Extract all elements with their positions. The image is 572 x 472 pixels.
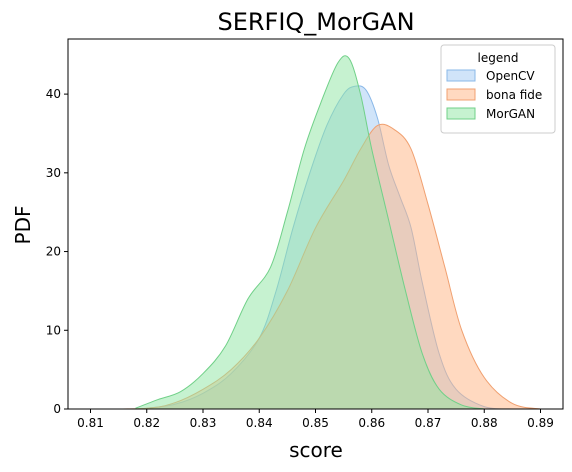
x-tick-label: 0.84 <box>246 416 273 430</box>
y-tick-label: 0 <box>53 402 61 416</box>
x-tick-label: 0.88 <box>471 416 498 430</box>
legend-swatch-bona-fide <box>446 88 476 101</box>
x-tick-label: 0.85 <box>302 416 329 430</box>
legend-swatch-morgan <box>446 107 476 120</box>
y-axis-title: PDF <box>11 206 35 245</box>
legend-label-morgan: MorGAN <box>486 107 535 121</box>
line-morgan <box>135 55 485 410</box>
x-tick-label: 0.82 <box>133 416 160 430</box>
legend-swatch-opencv <box>446 69 476 82</box>
legend-label-opencv: OpenCV <box>486 69 535 83</box>
x-tick-label: 0.83 <box>190 416 217 430</box>
x-axis-title: score <box>289 438 343 462</box>
legend: legend OpenCV bona fide MorGAN <box>440 44 556 134</box>
y-tick-label: 40 <box>46 87 61 101</box>
x-tick-label: 0.81 <box>77 416 104 430</box>
chart-title: SERFIQ_MorGAN <box>217 8 414 36</box>
x-axis: 0.81 0.82 0.83 0.84 0.85 0.86 0.87 0.88 0.89 <box>77 409 554 430</box>
x-tick-label: 0.86 <box>358 416 385 430</box>
y-tick-label: 10 <box>46 323 61 337</box>
area-morgan <box>135 55 485 409</box>
x-tick-label: 0.89 <box>527 416 554 430</box>
y-tick-label: 30 <box>46 166 61 180</box>
legend-label-bona-fide: bona fide <box>486 88 542 102</box>
series-areas <box>90 55 541 410</box>
legend-title: legend <box>478 51 519 65</box>
x-tick-label: 0.87 <box>415 416 442 430</box>
y-tick-label: 20 <box>46 245 61 259</box>
y-axis: 0 10 20 30 40 <box>46 87 68 416</box>
